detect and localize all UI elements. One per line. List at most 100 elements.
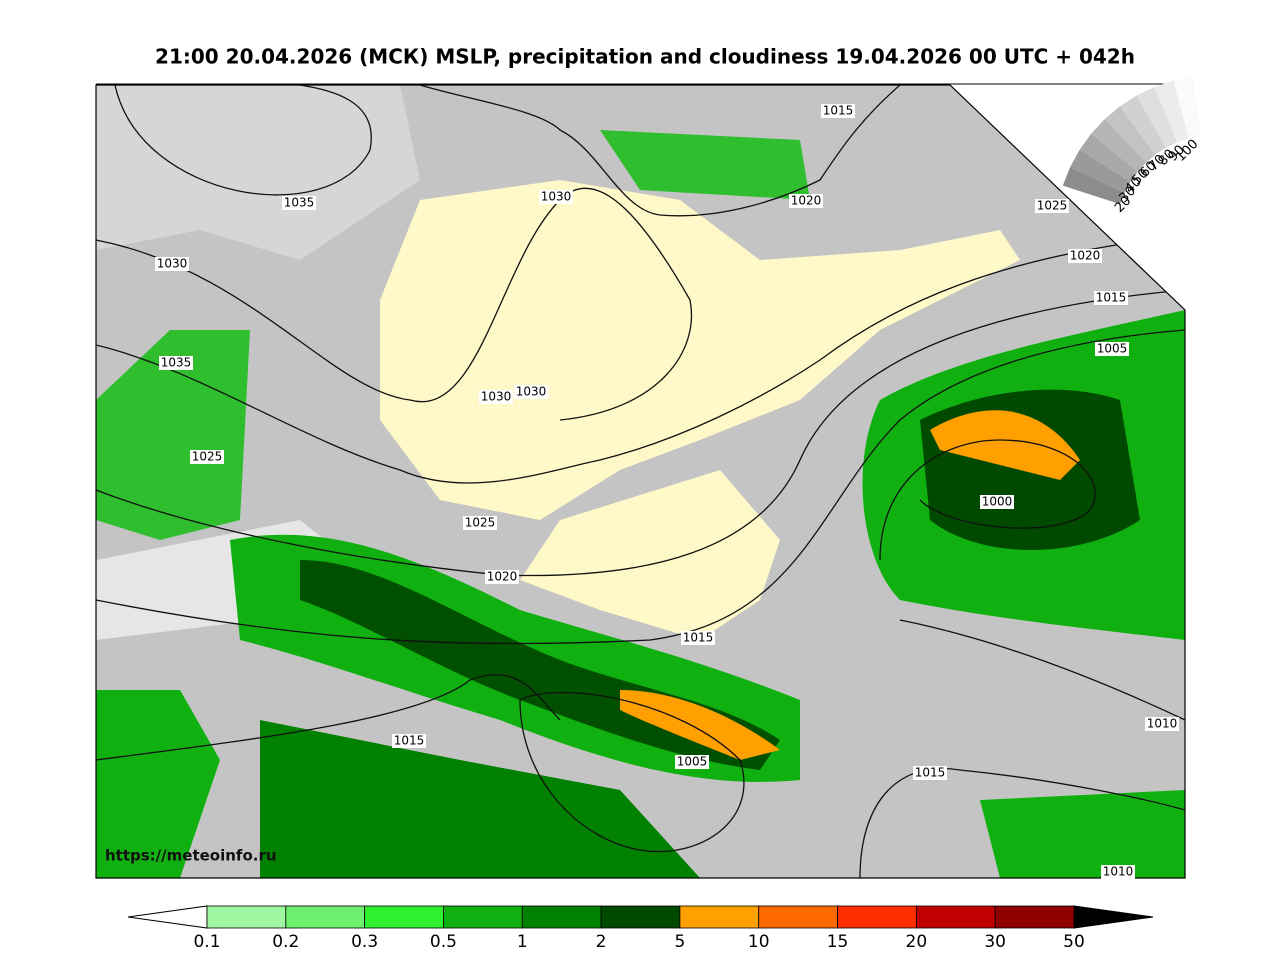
cloud-field	[96, 85, 420, 260]
scale-segment	[206, 905, 287, 929]
isobar	[419, 85, 901, 217]
isobar	[519, 691, 745, 853]
isobar-label-box	[282, 196, 316, 210]
scale-tick-label: 15	[827, 932, 849, 952]
isobar-label-box	[1094, 291, 1128, 305]
scale-segment	[915, 905, 996, 929]
title: 21:00 20.04.2026 (МСК) MSLP, precipitati…	[155, 45, 1135, 69]
cloud-scale-segment	[1104, 106, 1156, 163]
clear-sky	[520, 470, 780, 640]
isobar-label: 1030	[541, 190, 572, 204]
precip-area	[96, 690, 220, 878]
cloud-scale-segment	[1070, 149, 1131, 193]
isobar-label: 1015	[1096, 291, 1127, 305]
cloud-scale-segment	[1136, 86, 1178, 148]
isobar-label: 1025	[1037, 199, 1068, 213]
watermark: https://meteoinfo.ru	[105, 847, 277, 865]
isobar-label-box	[1035, 199, 1069, 213]
isobar-label: 1025	[465, 516, 496, 530]
cloud-scale-segment	[1173, 76, 1202, 139]
precip-area	[600, 130, 810, 200]
scale-segment	[443, 905, 523, 929]
precip-area	[930, 410, 1080, 480]
isobar-label-box	[392, 734, 426, 748]
isobar-label-box	[789, 194, 823, 208]
isobar-label: 1010	[1103, 865, 1134, 879]
scale-tick-label: 10	[748, 932, 770, 952]
isobar-labels: 1015 1035 1030 1020 1025 1030 1020 1015 1005 1035…	[155, 104, 1179, 879]
isobar-label: 1030	[481, 390, 512, 404]
scale-tick-label: 0.2	[272, 932, 299, 952]
isobar	[114, 85, 372, 196]
isobar-label: 1020	[487, 570, 518, 584]
isobar-label-box	[1145, 717, 1179, 731]
scale-segment	[758, 905, 838, 929]
scale-segment	[837, 905, 917, 929]
scale-tick-label: 0.5	[430, 932, 457, 952]
isobar-label: 1035	[284, 196, 315, 210]
isobar-label-box	[479, 390, 513, 404]
cloud-scale-segment	[1154, 80, 1189, 143]
isobar-label: 1005	[677, 755, 708, 769]
isobar	[96, 239, 1151, 484]
map-frame	[95, 84, 1186, 879]
scale-low-cap	[127, 905, 208, 929]
isobar-label-box	[913, 766, 947, 780]
scale-tick-label: 30	[984, 932, 1006, 952]
cloud-scale-segment	[1120, 95, 1166, 155]
isobar-label: 1000	[982, 495, 1013, 509]
isobar-label: 1020	[791, 194, 822, 208]
isobar	[96, 289, 1185, 577]
isobar-label-box	[1095, 342, 1129, 356]
scale-tick-label: 0.1	[193, 932, 220, 952]
precip-area	[620, 690, 780, 760]
isobar-label-box	[821, 104, 855, 118]
isobar-label-box	[463, 516, 497, 530]
isobar	[899, 619, 1185, 721]
precip-scale: 0.1 0.2 0.3 0.5 1 2 5 10 15 20 30 50	[127, 905, 1154, 952]
isobar-label: 1015	[823, 104, 854, 118]
isobar-label-box	[514, 385, 548, 399]
isobar-label-box	[159, 356, 193, 370]
isobar-label-box	[980, 495, 1014, 509]
cloud-scale-segment	[1062, 167, 1125, 205]
scale-tick-label: 20	[906, 932, 928, 952]
isobar-label: 1015	[394, 734, 425, 748]
isobar	[96, 329, 1185, 645]
cloud-scale-segment	[1079, 133, 1138, 182]
scale-tick-label: 5	[674, 932, 685, 952]
isobar-label: 1015	[683, 631, 714, 645]
precip-area	[260, 720, 700, 878]
isobar	[96, 673, 561, 761]
isobar-label: 1020	[1070, 249, 1101, 263]
isobar-label-box	[681, 631, 715, 645]
isobar-label-box	[155, 257, 189, 271]
scale-segment	[285, 905, 366, 929]
scale-tick-label: 1	[517, 932, 528, 952]
precip-area	[980, 790, 1185, 878]
cloud-scale-segment	[1091, 119, 1147, 172]
isobar-label: 1005	[1097, 342, 1128, 356]
scale-tick-label: 0.3	[351, 932, 378, 952]
isobar-label-box	[1101, 865, 1135, 879]
scale-segment	[600, 905, 681, 929]
isobar	[859, 767, 1185, 878]
isobar-label: 1025	[192, 450, 223, 464]
scale-high-cap	[1073, 905, 1154, 929]
isobar-label: 1015	[915, 766, 946, 780]
isobar-label: 1030	[157, 257, 188, 271]
isobar	[879, 439, 1096, 561]
isobar-label: 1035	[161, 356, 192, 370]
scale-tick-label: 2	[596, 932, 607, 952]
precip-area	[96, 330, 250, 540]
isobar-label-box	[675, 755, 709, 769]
scale-segment	[364, 905, 444, 929]
scale-tick-label: 50	[1063, 932, 1085, 952]
isobar-label-box	[190, 450, 224, 464]
isobar-label-box	[539, 190, 573, 204]
isobar-label: 1030	[516, 385, 547, 399]
clear-sky	[380, 180, 1020, 520]
isobar	[96, 187, 692, 421]
